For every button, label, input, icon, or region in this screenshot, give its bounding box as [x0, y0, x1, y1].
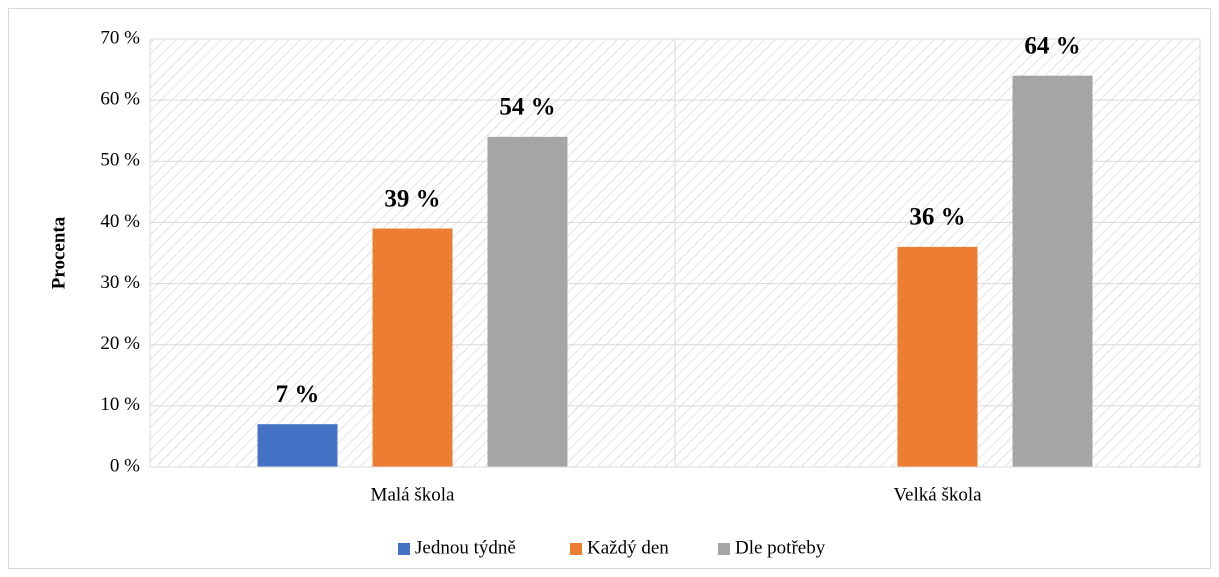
- bar: [372, 228, 453, 467]
- x-tick-label: Velká škola: [893, 484, 982, 505]
- y-tick-label: 10 %: [100, 394, 140, 415]
- y-tick-label: 0 %: [110, 455, 140, 476]
- bar: [1012, 75, 1093, 467]
- y-tick-label: 30 %: [100, 272, 140, 293]
- legend-swatch: [570, 543, 582, 555]
- value-label: 54 %: [499, 94, 555, 121]
- legend-swatch: [718, 543, 730, 555]
- legend-label: Dle potřeby: [735, 537, 826, 558]
- legend-label: Jednou týdně: [415, 537, 516, 558]
- y-tick-label: 40 %: [100, 211, 140, 232]
- y-tick-label: 60 %: [100, 89, 140, 110]
- bar: [487, 136, 568, 468]
- value-label: 39 %: [384, 185, 440, 212]
- y-axis-label: Procenta: [48, 216, 69, 289]
- value-label: 64 %: [1024, 32, 1080, 59]
- bar: [257, 424, 338, 467]
- y-tick-label: 20 %: [100, 333, 140, 354]
- value-label: 7 %: [276, 381, 320, 408]
- x-tick-label: Malá škola: [371, 484, 455, 505]
- y-tick-label: 70 %: [100, 27, 140, 48]
- value-label: 36 %: [909, 204, 965, 231]
- legend-swatch: [398, 543, 410, 555]
- bar: [897, 246, 978, 467]
- legend-label: Každý den: [587, 537, 669, 558]
- y-tick-label: 50 %: [100, 150, 140, 171]
